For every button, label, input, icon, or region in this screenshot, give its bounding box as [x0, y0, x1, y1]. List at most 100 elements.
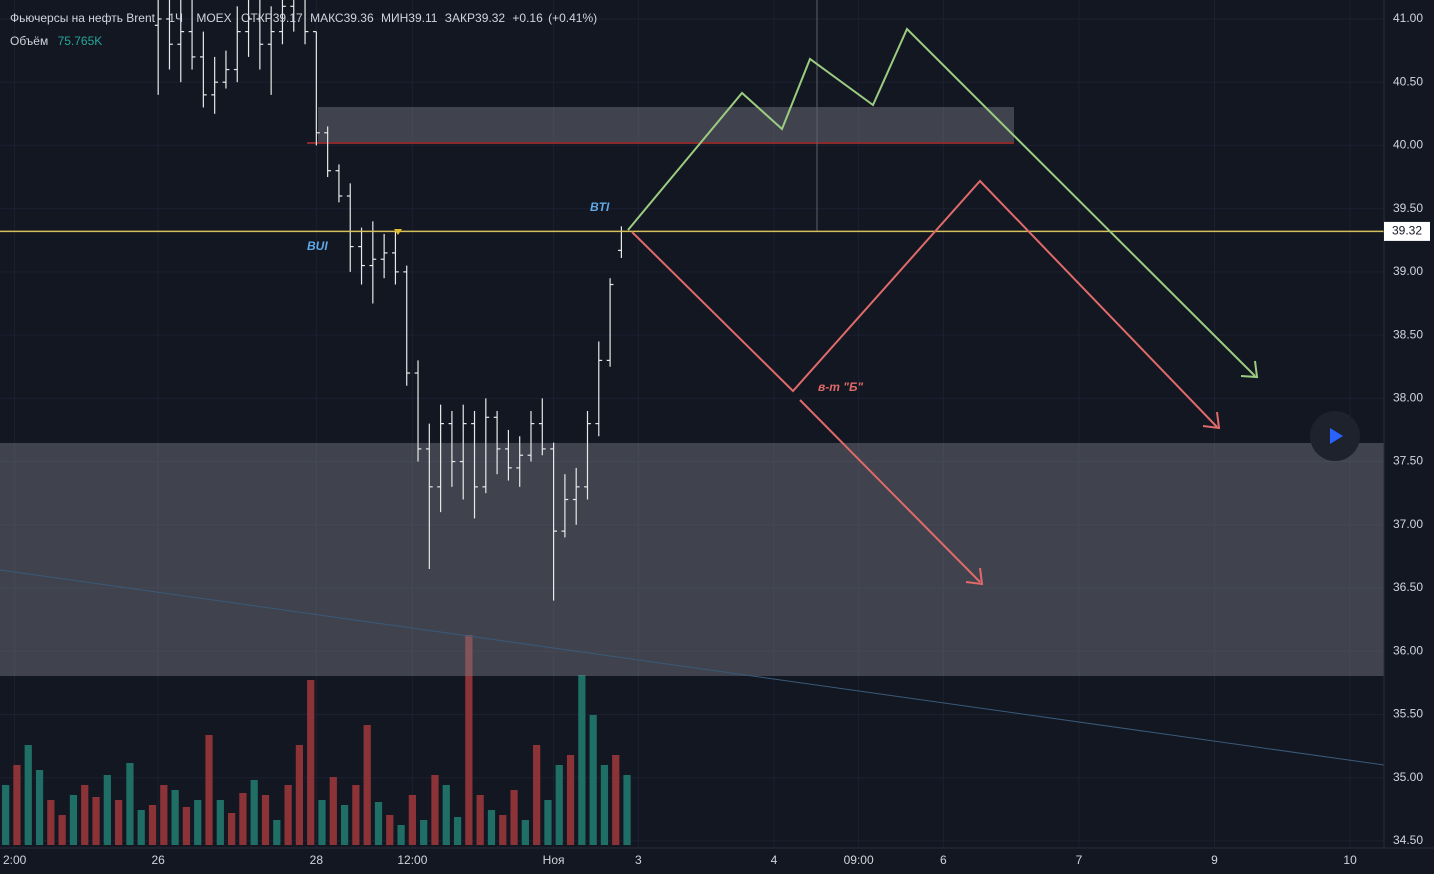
x-tick-label: 2:00 — [3, 853, 27, 867]
value: 39.32 — [475, 11, 505, 25]
zone — [318, 107, 1014, 144]
y-tick-label: 38.50 — [1393, 327, 1423, 341]
change: +0.16 — [512, 11, 543, 25]
volume-bar — [420, 820, 428, 845]
label: Объём — [10, 34, 48, 48]
y-tick-label: 40.00 — [1393, 138, 1423, 152]
volume-bar — [499, 815, 507, 845]
volume-bar — [35, 770, 44, 845]
volume-bar — [2, 785, 10, 845]
volume-bar — [352, 785, 360, 845]
value: 75.765K — [58, 34, 103, 48]
volume-bar — [216, 800, 224, 845]
y-tick-label: 36.50 — [1393, 580, 1423, 594]
projection — [627, 27, 1256, 377]
volume-bar — [24, 745, 32, 845]
exchange: MOEX — [196, 11, 231, 25]
volume-bar — [318, 800, 326, 845]
annotation: в-т "Б" — [818, 380, 863, 394]
volume-bar — [386, 815, 394, 845]
volume-bar — [533, 745, 541, 845]
volume-bar — [103, 775, 111, 845]
y-tick-label: 39.50 — [1393, 201, 1423, 215]
projection — [631, 179, 1218, 428]
volume-bar — [329, 777, 337, 845]
volume-bar — [612, 755, 620, 845]
volume-bar — [261, 795, 270, 845]
volume-bar — [58, 815, 66, 845]
volume-bar — [92, 797, 100, 845]
y-tick-label: 34.50 — [1393, 833, 1423, 847]
annotation: BUI — [307, 239, 328, 253]
volume-bar — [137, 810, 145, 845]
volume-bar — [194, 800, 202, 845]
y-tick-label: 37.00 — [1393, 517, 1423, 531]
y-tick-label: 41.00 — [1393, 11, 1423, 25]
grid — [0, 0, 1384, 848]
volume-bar — [589, 715, 597, 845]
y-tick-label: 40.50 — [1393, 74, 1423, 88]
volume-bar — [47, 800, 55, 845]
volume-bar — [623, 775, 631, 845]
marker — [394, 229, 402, 235]
zone — [0, 443, 1384, 676]
change-pct: (+0.41%) — [548, 11, 597, 25]
volume-bar — [239, 793, 247, 845]
y-tick-label: 36.00 — [1393, 643, 1423, 657]
label: ОТКР — [241, 11, 273, 25]
y-axis — [1384, 0, 1434, 874]
volume-bar — [205, 735, 213, 845]
volume-bar — [510, 790, 518, 845]
volume-bar — [363, 725, 371, 845]
axes: 41.00 40.50 40.00 39.50 39.00 38.50 38.00 37.50… — [3, 11, 1423, 867]
value: 39.36 — [344, 11, 374, 25]
volume-bar — [250, 780, 258, 845]
x-tick-label: 12:00 — [397, 853, 427, 867]
value: 39.17 — [273, 11, 303, 25]
y-tick-label: 37.50 — [1393, 454, 1423, 468]
volume-bar — [182, 807, 191, 845]
volume-pane — [2, 635, 631, 845]
volume-bar — [566, 755, 575, 845]
header: Фьючерсы на нефть Brent 1Ч MOEX ОТКР39.1… — [10, 11, 597, 25]
y-tick-label: 35.50 — [1393, 707, 1423, 721]
volume-bar — [69, 795, 78, 845]
volume-bar — [465, 635, 473, 845]
volume-bar — [81, 785, 89, 845]
volume-bar — [397, 825, 405, 845]
play-icon[interactable] — [1330, 428, 1343, 444]
volume-bar — [307, 680, 315, 845]
volume-bar — [578, 675, 586, 845]
projection — [799, 399, 981, 583]
arrowhead — [1240, 360, 1259, 379]
value: 39.11 — [408, 11, 437, 25]
price-bars — [154, 0, 625, 601]
x-tick-label: 09:00 — [844, 853, 874, 867]
volume-bar — [442, 785, 450, 845]
label: МИН — [381, 11, 408, 25]
volume-bar — [408, 795, 416, 845]
x-tick-label: 4 — [771, 853, 778, 867]
volume-bar — [374, 802, 383, 845]
x-tick-label: 26 — [151, 853, 165, 867]
volume-bar — [453, 817, 462, 845]
volume-bar — [148, 805, 157, 845]
volume-bar — [273, 820, 281, 845]
arrowhead — [965, 567, 984, 586]
volume-bar — [284, 785, 292, 845]
volume-bar — [126, 763, 134, 845]
volume-bar — [544, 800, 552, 845]
x-tick-label: 3 — [635, 853, 642, 867]
price-badge-label: 39.32 — [1392, 224, 1422, 238]
x-tick-label: Ноя — [543, 853, 565, 867]
title: Фьючерсы на нефть Brent — [10, 11, 156, 25]
y-tick-label: 35.00 — [1393, 770, 1423, 784]
volume-bar — [476, 795, 484, 845]
y-tick-label: 39.00 — [1393, 264, 1423, 278]
label: ЗАКР — [445, 11, 475, 25]
volume-bar — [521, 820, 529, 845]
interval: 1Ч — [168, 11, 183, 25]
volume-bar — [340, 805, 349, 845]
x-tick-label: 28 — [310, 853, 324, 867]
